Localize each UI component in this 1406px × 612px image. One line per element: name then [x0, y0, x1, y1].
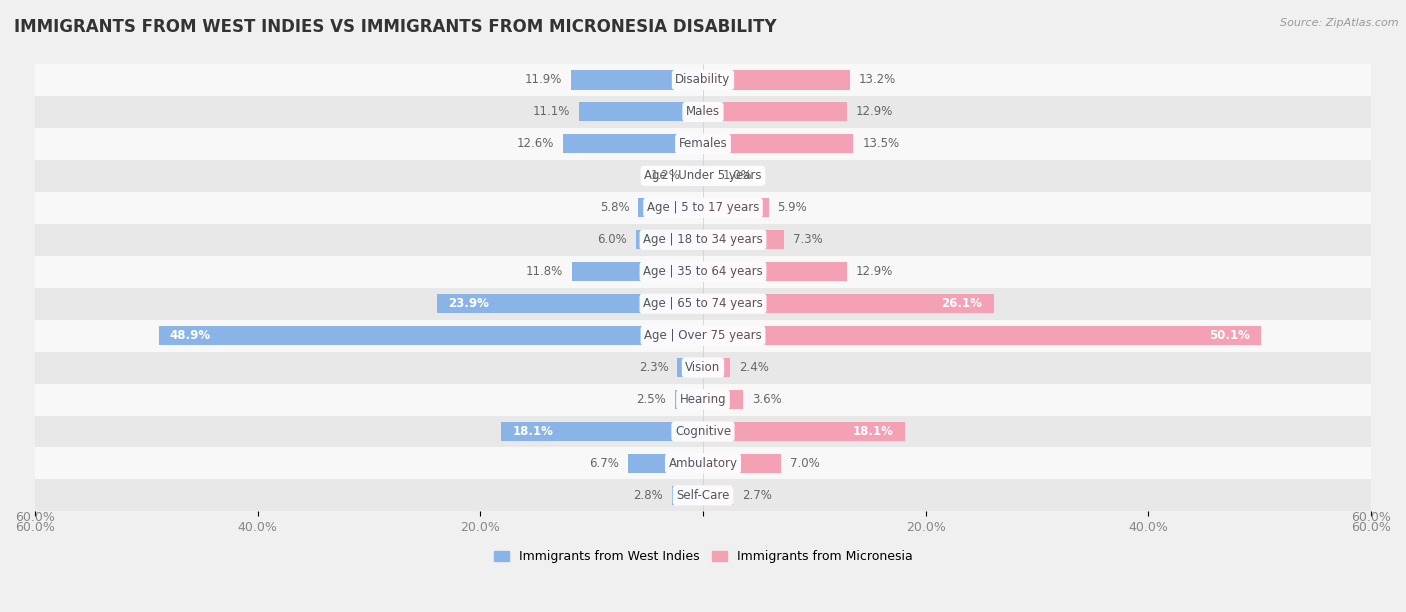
- Text: 2.8%: 2.8%: [633, 489, 662, 502]
- Text: 5.9%: 5.9%: [778, 201, 807, 214]
- Text: Males: Males: [686, 105, 720, 118]
- Text: Age | 35 to 64 years: Age | 35 to 64 years: [643, 265, 763, 278]
- Bar: [703, 358, 730, 377]
- Bar: [35, 384, 1371, 416]
- Text: 6.0%: 6.0%: [598, 233, 627, 246]
- Text: 2.4%: 2.4%: [738, 361, 769, 374]
- Text: 12.9%: 12.9%: [855, 265, 893, 278]
- Text: Age | Over 75 years: Age | Over 75 years: [644, 329, 762, 342]
- Bar: [35, 192, 1371, 224]
- Bar: [35, 288, 1371, 319]
- Bar: [675, 390, 703, 409]
- Bar: [638, 198, 703, 217]
- Bar: [628, 454, 703, 473]
- Text: 11.8%: 11.8%: [526, 265, 562, 278]
- Bar: [703, 166, 714, 185]
- Bar: [703, 454, 780, 473]
- Text: Age | 18 to 34 years: Age | 18 to 34 years: [643, 233, 763, 246]
- Bar: [35, 416, 1371, 447]
- Text: 13.2%: 13.2%: [859, 73, 896, 86]
- Bar: [703, 230, 785, 249]
- Bar: [35, 256, 1371, 288]
- Text: Hearing: Hearing: [679, 393, 727, 406]
- Text: Disability: Disability: [675, 73, 731, 86]
- Text: 18.1%: 18.1%: [852, 425, 893, 438]
- Bar: [636, 230, 703, 249]
- Text: Females: Females: [679, 137, 727, 151]
- Text: 18.1%: 18.1%: [513, 425, 554, 438]
- Text: Age | 5 to 17 years: Age | 5 to 17 years: [647, 201, 759, 214]
- Text: 1.0%: 1.0%: [723, 170, 752, 182]
- Text: Source: ZipAtlas.com: Source: ZipAtlas.com: [1281, 18, 1399, 28]
- Text: 5.8%: 5.8%: [600, 201, 630, 214]
- Bar: [703, 70, 851, 89]
- Text: 6.7%: 6.7%: [589, 457, 620, 470]
- Text: 50.1%: 50.1%: [1209, 329, 1250, 342]
- Bar: [35, 64, 1371, 96]
- Text: 7.3%: 7.3%: [793, 233, 823, 246]
- Bar: [571, 70, 703, 89]
- Bar: [35, 351, 1371, 384]
- Text: Cognitive: Cognitive: [675, 425, 731, 438]
- Bar: [678, 358, 703, 377]
- Text: 11.1%: 11.1%: [533, 105, 571, 118]
- Bar: [35, 319, 1371, 351]
- Text: 3.6%: 3.6%: [752, 393, 782, 406]
- Bar: [159, 326, 703, 345]
- Text: Self-Care: Self-Care: [676, 489, 730, 502]
- Bar: [35, 160, 1371, 192]
- Text: 26.1%: 26.1%: [942, 297, 983, 310]
- Bar: [35, 224, 1371, 256]
- Text: 2.3%: 2.3%: [638, 361, 668, 374]
- Bar: [703, 390, 744, 409]
- Bar: [703, 102, 846, 122]
- Text: 12.9%: 12.9%: [855, 105, 893, 118]
- Bar: [35, 96, 1371, 128]
- Text: Age | 65 to 74 years: Age | 65 to 74 years: [643, 297, 763, 310]
- Text: 7.0%: 7.0%: [790, 457, 820, 470]
- Text: 2.5%: 2.5%: [637, 393, 666, 406]
- Bar: [437, 294, 703, 313]
- Bar: [562, 134, 703, 154]
- Bar: [672, 486, 703, 505]
- Bar: [703, 486, 733, 505]
- Text: IMMIGRANTS FROM WEST INDIES VS IMMIGRANTS FROM MICRONESIA DISABILITY: IMMIGRANTS FROM WEST INDIES VS IMMIGRANT…: [14, 18, 776, 36]
- Text: Age | Under 5 years: Age | Under 5 years: [644, 170, 762, 182]
- Legend: Immigrants from West Indies, Immigrants from Micronesia: Immigrants from West Indies, Immigrants …: [494, 550, 912, 563]
- Text: 23.9%: 23.9%: [449, 297, 489, 310]
- Bar: [35, 128, 1371, 160]
- Text: 13.5%: 13.5%: [862, 137, 900, 151]
- Bar: [35, 447, 1371, 479]
- Text: 12.6%: 12.6%: [516, 137, 554, 151]
- Bar: [703, 262, 846, 282]
- Bar: [579, 102, 703, 122]
- Bar: [703, 326, 1261, 345]
- Bar: [703, 422, 904, 441]
- Bar: [35, 479, 1371, 512]
- Bar: [572, 262, 703, 282]
- Text: 11.9%: 11.9%: [524, 73, 561, 86]
- Bar: [689, 166, 703, 185]
- Text: Ambulatory: Ambulatory: [668, 457, 738, 470]
- Bar: [703, 134, 853, 154]
- Text: Vision: Vision: [685, 361, 721, 374]
- Bar: [703, 198, 769, 217]
- Bar: [703, 294, 994, 313]
- Text: 1.2%: 1.2%: [651, 170, 681, 182]
- Bar: [502, 422, 703, 441]
- Text: 48.9%: 48.9%: [170, 329, 211, 342]
- Text: 2.7%: 2.7%: [742, 489, 772, 502]
- Text: 60.0%: 60.0%: [1351, 512, 1391, 524]
- Text: 60.0%: 60.0%: [15, 512, 55, 524]
